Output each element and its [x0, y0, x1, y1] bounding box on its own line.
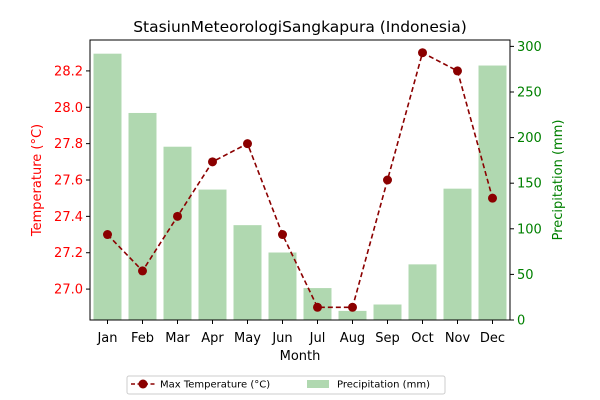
left-tick-label: 27.8: [54, 137, 83, 152]
x-tick-label: Jun: [271, 331, 292, 346]
temperature-point: [278, 230, 287, 240]
x-tick-label: Nov: [445, 331, 471, 346]
precipitation-bar: [233, 225, 262, 320]
temperature-point: [453, 66, 462, 76]
legend: Max Temperature (°C) Precipitation (mm): [126, 375, 446, 395]
chart-title: StasiunMeteorologiSangkapura (Indonesia): [133, 18, 467, 36]
precipitation-bar: [338, 310, 367, 320]
x-tick-label: Oct: [411, 331, 433, 346]
temperature-point: [103, 230, 112, 240]
right-tick-label: 100: [517, 222, 542, 237]
precipitation-bar: [443, 188, 472, 320]
left-axis-label: Temperature (°C): [30, 124, 45, 237]
temperature-line: [103, 48, 497, 312]
temperature-point: [243, 139, 252, 149]
temperature-series-line: [106, 51, 494, 309]
temperature-point: [313, 302, 322, 312]
x-axis-ticks: Jan Feb Mar Apr May Jun Jul Aug Sep Oct Nov Dec: [96, 320, 505, 346]
temperature-point: [138, 266, 147, 276]
precipitation-bar: [128, 112, 157, 320]
left-tick-label: 27.2: [54, 246, 83, 261]
x-tick-label: Jul: [309, 331, 326, 346]
x-tick-label: Mar: [165, 331, 190, 346]
x-tick-label: Feb: [131, 331, 154, 346]
legend-box: [126, 375, 446, 395]
x-axis-label: Month: [280, 349, 321, 364]
x-tick-label: May: [234, 331, 261, 346]
precipitation-bar: [408, 264, 437, 320]
right-tick-label: 250: [517, 85, 542, 100]
legend-bar-swatch: [307, 380, 329, 388]
x-tick-label: Jan: [96, 331, 117, 346]
left-axis-ticks: 27.0 27.2 27.4 27.6 27.8 28.0 28.2: [54, 64, 90, 298]
precipitation-bar: [93, 53, 122, 320]
precipitation-bar: [198, 189, 227, 320]
legend-label-precipitation: Precipitation (mm): [337, 380, 430, 391]
x-tick-label: Aug: [340, 331, 365, 346]
temperature-point: [418, 48, 427, 58]
x-tick-label: Sep: [375, 331, 400, 346]
precipitation-bar: [268, 252, 297, 320]
right-tick-label: 50: [517, 268, 534, 283]
right-axis-label: Precipitation (mm): [551, 120, 566, 241]
right-tick-label: 300: [517, 40, 542, 55]
legend-marker-swatch: [138, 379, 148, 389]
left-tick-label: 27.0: [54, 283, 83, 298]
left-tick-label: 27.4: [54, 210, 83, 225]
left-tick-label: 28.0: [54, 101, 83, 116]
precipitation-bar: [373, 304, 402, 320]
precipitation-bar: [478, 65, 507, 320]
left-tick-label: 28.2: [54, 64, 83, 79]
right-tick-label: 150: [517, 177, 542, 192]
right-tick-label: 0: [517, 314, 525, 329]
precipitation-bars: [93, 53, 507, 320]
temperature-point: [348, 302, 357, 312]
right-tick-label: 200: [517, 131, 542, 146]
x-tick-label: Dec: [480, 331, 505, 346]
x-tick-label: Apr: [201, 331, 224, 346]
temperature-point: [383, 175, 392, 185]
temperature-point: [208, 157, 217, 167]
temperature-point: [173, 211, 182, 221]
right-axis-ticks: 0 50 100 150 200 250 300: [510, 40, 542, 329]
temperature-point: [488, 193, 497, 203]
left-tick-label: 27.6: [54, 174, 83, 189]
precipitation-bar: [163, 146, 192, 320]
legend-label-temperature: Max Temperature (°C): [160, 380, 270, 391]
